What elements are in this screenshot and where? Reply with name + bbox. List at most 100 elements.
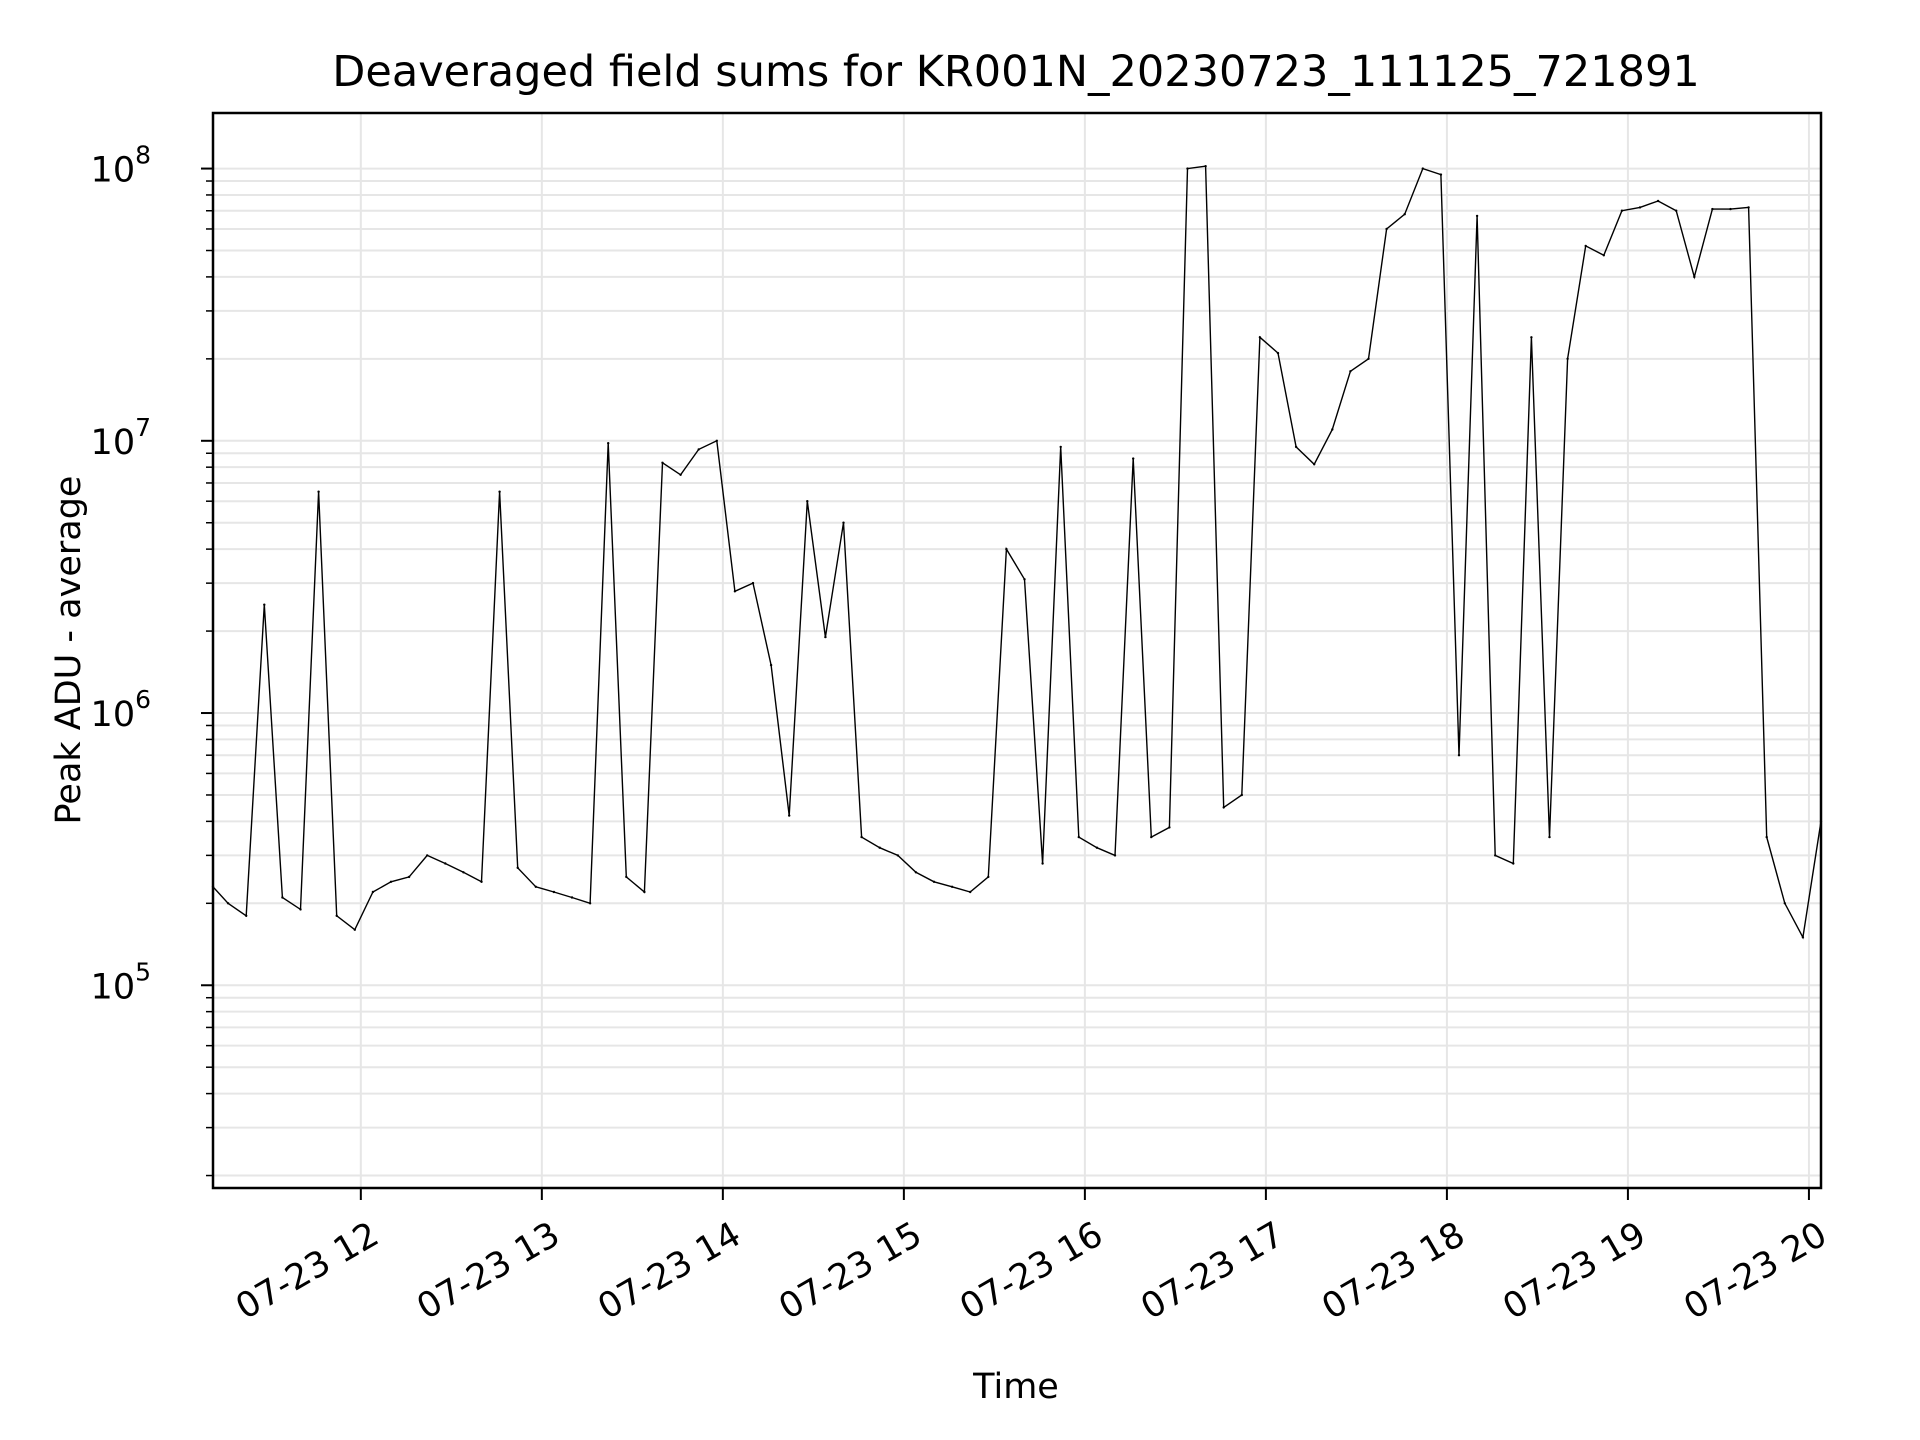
data-point [1602, 254, 1606, 257]
data-point [1439, 173, 1443, 176]
data-point [389, 880, 393, 883]
data-point [534, 885, 537, 888]
y-tick-label-exponent: 5 [135, 957, 151, 986]
data-point [1801, 936, 1805, 939]
plot-frame [211, 111, 1823, 1190]
data-point [1023, 578, 1026, 581]
data-point [1313, 463, 1316, 466]
data-point [607, 442, 610, 445]
data-point [1113, 854, 1117, 857]
data-point [1240, 793, 1244, 797]
y-axis-label: Peak ADU - average [49, 476, 89, 825]
chart-title: Deaveraged field sums for KR001N_2023072… [332, 47, 1699, 97]
y-tick-label-exponent: 8 [135, 141, 151, 170]
data-point [1258, 336, 1262, 339]
data-point [263, 603, 266, 606]
data-point [1005, 547, 1008, 551]
data-point [245, 914, 248, 917]
data-point [281, 896, 284, 899]
data-point [806, 500, 809, 503]
data-point [1475, 214, 1479, 218]
data-point [1059, 445, 1062, 449]
data-point [896, 854, 899, 857]
data-point [1204, 165, 1207, 168]
data-point [860, 835, 863, 839]
data-point [661, 461, 664, 464]
data-point [1294, 445, 1298, 449]
data-point [914, 871, 918, 874]
data-point [1566, 357, 1569, 360]
data-point [371, 890, 375, 894]
data-point [1276, 351, 1280, 355]
data-point [407, 875, 411, 879]
data-point [1656, 199, 1660, 203]
data-point [1675, 209, 1678, 212]
data-point [969, 890, 972, 894]
data-point [480, 880, 483, 883]
data-point [1457, 754, 1461, 757]
data-point [1620, 209, 1624, 212]
data-point [516, 866, 519, 869]
data-point [1783, 902, 1787, 905]
data-point [643, 890, 646, 894]
data-point [588, 902, 592, 905]
data-point [1403, 213, 1406, 216]
data-point [1331, 428, 1334, 431]
data-point [498, 490, 501, 493]
data-point [1584, 244, 1587, 248]
data-point [1168, 826, 1171, 829]
data-point [842, 521, 845, 524]
data-point [1747, 206, 1750, 209]
data-point [1765, 835, 1768, 839]
data-point [1494, 854, 1497, 857]
data-point [1186, 167, 1189, 170]
series-line [212, 165, 1822, 940]
data-point [1222, 806, 1225, 809]
data-point [932, 880, 936, 883]
data-point [1530, 336, 1533, 339]
data-point [1548, 835, 1551, 839]
data-point [1421, 167, 1425, 170]
y-tick-label-exponent: 6 [135, 685, 151, 714]
data-point [625, 875, 628, 879]
data-point [426, 854, 429, 857]
x-axis-label: Time [972, 1367, 1059, 1407]
data-point [1385, 227, 1388, 231]
data-point [335, 914, 338, 917]
data-point [462, 871, 465, 874]
data-point [1693, 275, 1696, 279]
data-point [788, 814, 791, 817]
data-point [1095, 846, 1099, 849]
data-point [751, 581, 755, 585]
data-point [1512, 862, 1515, 865]
data-point [1711, 207, 1714, 211]
data-point [1077, 835, 1081, 839]
data-point [570, 896, 574, 899]
data-point [1041, 862, 1044, 865]
data-point [733, 590, 737, 593]
data-point [444, 862, 447, 865]
grid [213, 113, 1821, 1188]
data-point [987, 875, 990, 879]
data-point [1638, 206, 1642, 209]
data-point [353, 928, 356, 931]
data-point [1150, 835, 1153, 839]
data-point [679, 473, 682, 476]
data-point [697, 448, 700, 451]
data-point [1349, 370, 1352, 373]
data-point [1367, 357, 1370, 360]
data-point [1132, 457, 1135, 460]
data-point [1729, 207, 1732, 211]
data-point [552, 890, 556, 894]
data-point [299, 908, 302, 911]
data-point [950, 885, 954, 888]
data-point [317, 490, 320, 493]
data-point [878, 846, 881, 849]
y-tick-label-exponent: 7 [135, 413, 151, 442]
data-point [769, 663, 773, 667]
data-point [824, 635, 827, 639]
data-point [715, 439, 718, 442]
data-point [226, 902, 230, 905]
